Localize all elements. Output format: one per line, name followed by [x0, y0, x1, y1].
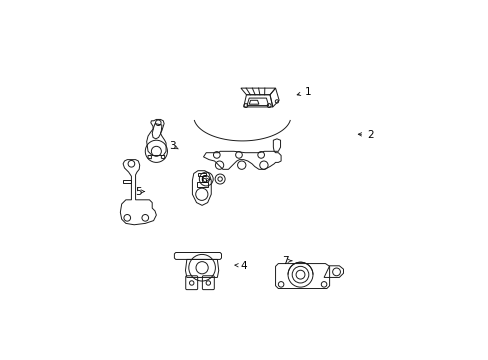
Text: 4: 4 [234, 261, 247, 270]
Text: 3: 3 [168, 141, 178, 151]
Text: 2: 2 [358, 130, 373, 140]
Text: 6: 6 [200, 175, 210, 185]
Text: 5: 5 [135, 186, 144, 197]
Text: 1: 1 [297, 87, 311, 97]
Text: 7: 7 [282, 256, 291, 266]
